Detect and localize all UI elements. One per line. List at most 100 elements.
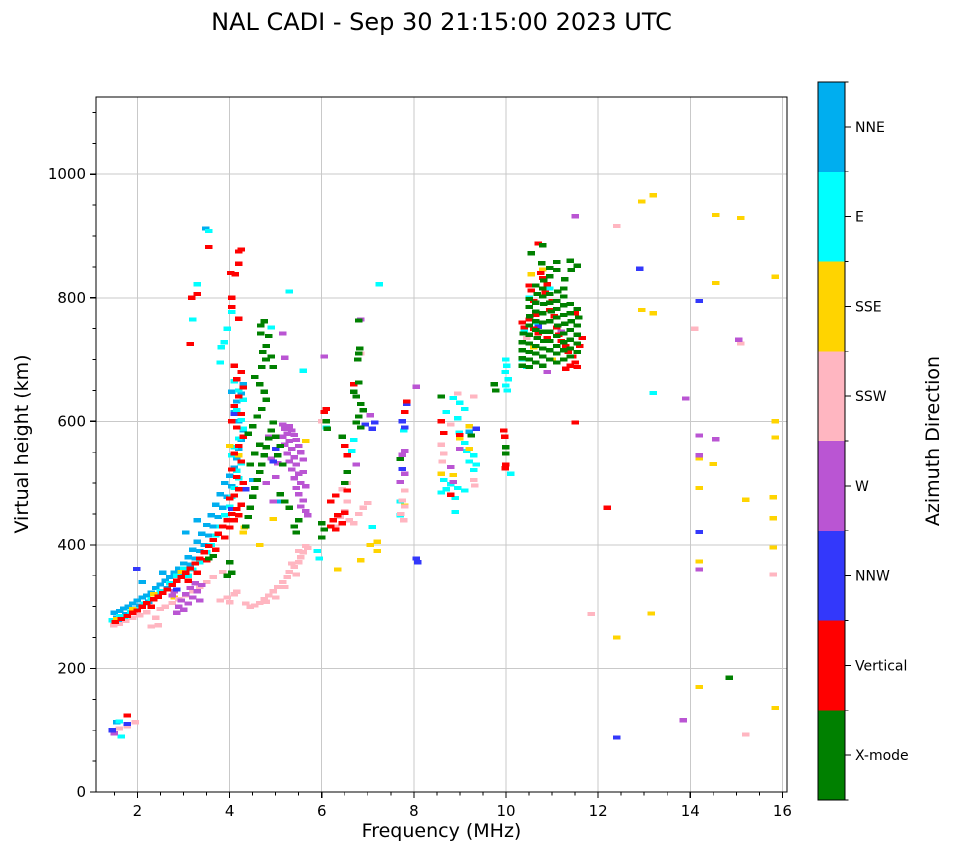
scatter-point bbox=[456, 447, 464, 452]
scatter-point bbox=[564, 350, 572, 355]
scatter-point bbox=[301, 439, 310, 444]
scatter-point bbox=[265, 593, 273, 598]
colorbar-tick-label-vertical: Vertical bbox=[855, 658, 907, 674]
scatter-point bbox=[518, 348, 526, 353]
scatter-point bbox=[292, 437, 301, 442]
scatter-point bbox=[320, 354, 328, 359]
scatter-point bbox=[398, 498, 407, 503]
scatter-point bbox=[299, 457, 307, 462]
scatter-point bbox=[357, 425, 365, 430]
scatter-point bbox=[447, 422, 455, 427]
scatter-point bbox=[323, 426, 331, 431]
scatter-point bbox=[338, 521, 347, 526]
scatter-point bbox=[294, 549, 303, 554]
scatter-point bbox=[271, 447, 280, 452]
scatter-point bbox=[587, 612, 595, 617]
scatter-point bbox=[447, 492, 455, 497]
scatter-point bbox=[366, 542, 374, 547]
scatter-point bbox=[571, 311, 579, 316]
scatter-point bbox=[172, 578, 181, 583]
scatter-point bbox=[251, 374, 259, 379]
scatter-point bbox=[368, 426, 377, 431]
scatter-point bbox=[573, 364, 582, 370]
scatter-point bbox=[269, 589, 278, 594]
scatter-point bbox=[154, 623, 162, 628]
scatter-point bbox=[218, 524, 227, 529]
colorbar: NNE E SSE SSW W NNW Vertical X-mode bbox=[817, 81, 909, 801]
x-tick-label: 14 bbox=[681, 802, 700, 820]
scatter-point bbox=[288, 467, 296, 472]
scatter-point bbox=[681, 396, 690, 401]
scatter-point bbox=[292, 462, 301, 467]
scatter-point bbox=[231, 272, 239, 277]
scatter-point bbox=[188, 295, 196, 300]
scatter-point bbox=[228, 467, 236, 472]
scatter-point bbox=[235, 443, 243, 449]
scatter-point bbox=[179, 607, 188, 612]
scatter-point bbox=[283, 451, 291, 456]
scatter-point bbox=[552, 315, 561, 320]
scatter-point bbox=[186, 566, 195, 571]
scatter-point bbox=[695, 529, 704, 534]
scatter-point bbox=[217, 345, 226, 350]
y-tick-label: 600 bbox=[57, 412, 86, 430]
scatter-point bbox=[525, 350, 533, 355]
scatter-point bbox=[341, 481, 349, 486]
scatter-point bbox=[269, 499, 278, 504]
scatter-point bbox=[438, 459, 447, 464]
scatter-point bbox=[359, 505, 367, 510]
scatter-point bbox=[649, 390, 658, 395]
scatter-point bbox=[182, 570, 190, 575]
scatter-point bbox=[133, 566, 141, 572]
scatter-point bbox=[255, 442, 264, 447]
scatter-point bbox=[539, 294, 547, 299]
scatter-point bbox=[290, 476, 298, 481]
plot-border bbox=[95, 96, 788, 793]
scatter-point bbox=[350, 521, 358, 526]
scatter-point bbox=[116, 608, 124, 614]
scatter-point bbox=[552, 334, 561, 339]
scatter-point bbox=[334, 567, 342, 572]
scatter-point bbox=[695, 559, 704, 564]
scatter-point bbox=[301, 544, 310, 549]
scatter-point bbox=[442, 410, 450, 415]
x-tick-label: 10 bbox=[496, 802, 515, 820]
scatter-point bbox=[257, 323, 265, 328]
scatter-point bbox=[129, 610, 137, 615]
scatter-point bbox=[396, 456, 404, 462]
scatter-point bbox=[237, 391, 245, 396]
scatter-point bbox=[315, 556, 324, 561]
scatter-point bbox=[518, 320, 526, 325]
scatter-point bbox=[400, 425, 409, 430]
scatter-point bbox=[159, 591, 167, 596]
scatter-point bbox=[566, 301, 575, 307]
scatter-point bbox=[186, 586, 195, 591]
scatter-point bbox=[357, 401, 365, 407]
scatter-point bbox=[235, 316, 243, 321]
scatter-point bbox=[232, 456, 241, 461]
colorbar-segment-ssw bbox=[818, 351, 845, 442]
scatter-point bbox=[562, 343, 570, 349]
scatter-point bbox=[269, 364, 278, 370]
scatter-point bbox=[271, 434, 280, 439]
scatter-point bbox=[552, 343, 561, 349]
scatter-point bbox=[237, 459, 245, 464]
scatter-point bbox=[269, 516, 278, 521]
scatter-point bbox=[258, 406, 266, 412]
scatter-point bbox=[546, 292, 554, 297]
scatter-point bbox=[212, 502, 220, 507]
scatter-point bbox=[525, 364, 533, 370]
scatter-point bbox=[195, 549, 204, 554]
scatter-point bbox=[504, 377, 512, 382]
scatter-point bbox=[278, 434, 287, 439]
scatter-point bbox=[168, 600, 176, 606]
scatter-point bbox=[292, 530, 301, 535]
scatter-point bbox=[184, 578, 192, 583]
scatter-point bbox=[276, 443, 284, 449]
scatter-point bbox=[467, 433, 476, 438]
scatter-point bbox=[110, 610, 119, 615]
scatter-point bbox=[281, 355, 289, 360]
scatter-point bbox=[357, 558, 365, 563]
scatter-point bbox=[278, 462, 287, 467]
scatter-point bbox=[540, 338, 548, 344]
